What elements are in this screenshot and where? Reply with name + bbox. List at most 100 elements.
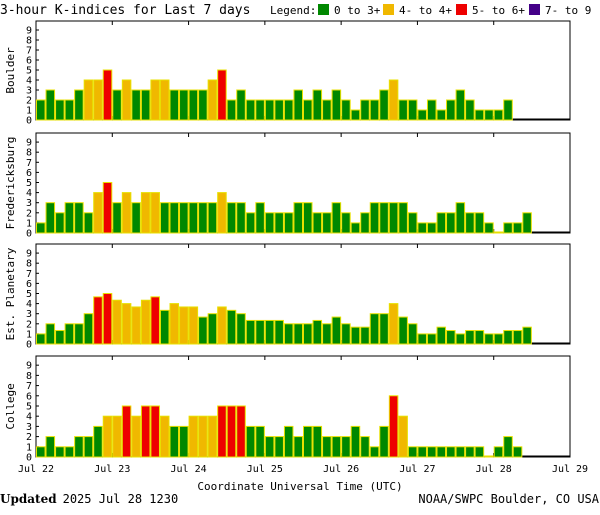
k-index-bar — [74, 202, 84, 234]
k-index-bar — [102, 69, 113, 121]
k-index-bar — [360, 326, 370, 345]
k-index-bar — [417, 109, 427, 121]
y-tick-label: 7 — [26, 46, 32, 57]
k-index-bar — [45, 436, 56, 458]
legend-swatch — [529, 4, 540, 15]
k-index-bar — [236, 89, 246, 121]
k-index-bar — [341, 212, 351, 234]
k-index-bar — [131, 202, 141, 234]
k-index-bar — [407, 446, 418, 458]
k-index-bar — [188, 306, 199, 345]
k-index-bar — [159, 202, 170, 234]
k-index-bar — [169, 89, 180, 121]
k-index-bar — [493, 231, 504, 234]
k-index-bar — [255, 319, 265, 345]
k-index-bar — [283, 212, 294, 234]
y-tick-label: 3 — [26, 86, 32, 97]
k-index-bar — [388, 303, 399, 345]
k-index-bar — [274, 319, 284, 345]
updated-label: Updated — [0, 492, 57, 506]
k-index-bar — [93, 425, 103, 458]
k-index-bar — [350, 425, 361, 458]
k-index-bar — [83, 212, 94, 234]
k-index-bar — [255, 425, 265, 458]
y-tick-label: 4 — [26, 76, 32, 87]
k-index-bar — [493, 333, 504, 345]
y-tick-label: 4 — [26, 412, 32, 423]
k-index-bar — [55, 330, 65, 345]
k-index-bar — [331, 202, 342, 234]
k-index-bar — [112, 202, 122, 234]
k-index-bar — [407, 212, 418, 234]
k-index-bar — [417, 222, 427, 234]
k-index-bar — [226, 99, 237, 121]
k-index-bar — [131, 89, 141, 121]
legend-swatch — [318, 4, 329, 15]
k-index-bar — [102, 181, 113, 234]
k-index-bar — [188, 89, 199, 121]
k-index-bar — [312, 319, 323, 345]
k-index-bar — [388, 202, 399, 234]
k-index-bar — [226, 309, 237, 345]
k-index-bar — [112, 415, 122, 458]
k-index-bar — [512, 330, 523, 345]
k-index-bar — [312, 212, 323, 234]
k-index-bar — [503, 330, 513, 345]
k-index-bar — [217, 192, 227, 234]
y-tick-label: 8 — [26, 148, 32, 159]
y-tick-label: 0 — [26, 340, 32, 351]
k-index-bar — [331, 436, 342, 458]
k-index-bar — [245, 99, 256, 121]
y-tick-label: 4 — [26, 188, 32, 199]
k-index-bar — [236, 202, 246, 234]
k-index-bar — [350, 222, 361, 234]
k-index-bar — [207, 79, 218, 121]
k-index-bar — [83, 436, 94, 458]
y-tick-label: 4 — [26, 299, 32, 310]
k-index-bar — [226, 405, 237, 458]
x-tick-label: Jul 23 — [94, 464, 130, 475]
k-index-bar — [179, 425, 189, 458]
k-index-bar — [102, 292, 113, 345]
k-index-bar — [217, 306, 227, 345]
k-index-bar — [484, 455, 494, 458]
k-index-bar — [74, 89, 84, 121]
k-index-bar — [131, 306, 141, 345]
k-index-bar — [303, 323, 313, 345]
k-index-bar — [465, 330, 475, 345]
y-tick-label: 5 — [26, 289, 32, 300]
k-index-bar — [503, 222, 513, 234]
k-index-bar — [407, 323, 418, 345]
k-index-bar — [188, 202, 199, 234]
k-index-bar — [217, 405, 227, 458]
k-index-bar — [150, 192, 160, 234]
k-index-bar — [198, 415, 208, 458]
k-index-bar — [379, 313, 389, 345]
k-index-bar — [369, 313, 380, 345]
legend-item-label: 5- to 6+ — [472, 4, 525, 17]
k-index-bar — [36, 99, 46, 121]
y-tick-label: 8 — [26, 259, 32, 270]
k-index-bar — [484, 109, 494, 121]
y-tick-label: 0 — [26, 453, 32, 464]
k-index-bar — [341, 436, 351, 458]
chart-title: 3-hour K-indices for Last 7 days — [0, 3, 250, 18]
k-index-bar — [446, 330, 456, 345]
k-index-bar — [426, 99, 437, 121]
k-index-bar — [322, 212, 332, 234]
k-index-bar — [322, 99, 332, 121]
k-index-bar — [446, 212, 456, 234]
k-index-bar — [341, 323, 351, 345]
y-tick-label: 9 — [26, 361, 32, 372]
k-index-bar — [446, 446, 456, 458]
k-index-bar — [465, 99, 475, 121]
k-index-bar — [455, 446, 466, 458]
k-index-bar — [217, 69, 227, 121]
k-index-bar — [159, 309, 170, 345]
k-index-bar — [360, 99, 370, 121]
k-index-bar — [169, 303, 180, 345]
k-index-bar — [159, 79, 170, 121]
k-index-bar — [93, 192, 103, 234]
k-index-bar — [150, 405, 160, 458]
k-index-bar — [522, 212, 532, 234]
